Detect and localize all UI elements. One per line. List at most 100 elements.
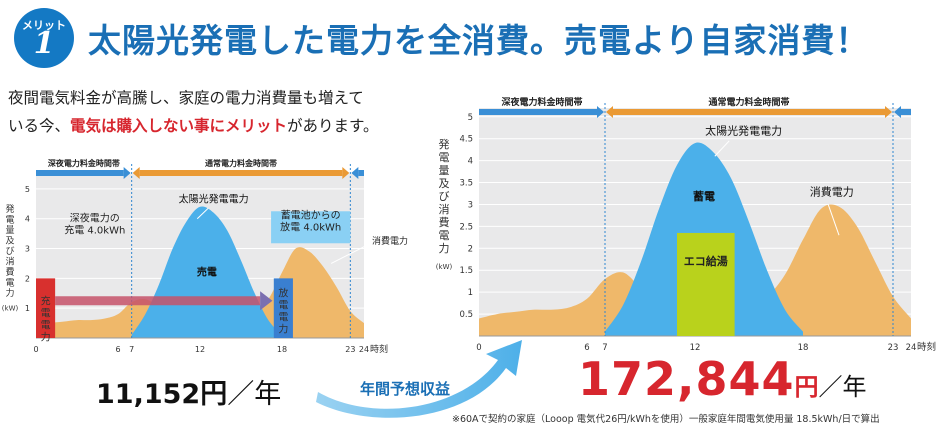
y-axis-unit: (kW) [436, 263, 453, 271]
day-band-bar [139, 170, 343, 176]
y-tick-label: 0.5 [459, 310, 473, 320]
svg-text:力: 力 [41, 330, 51, 343]
transfer-arrow-bar [55, 296, 261, 306]
x-tick-label: 12 [690, 343, 701, 353]
x-tick-label: 18 [798, 343, 809, 353]
discharge-text: 蓄電池からの [281, 209, 341, 222]
y-tick-label: 1.5 [459, 266, 473, 276]
x-tick-label: 6 [584, 343, 589, 353]
current-price-value: 11,152円 [96, 379, 228, 410]
x-tick-label: 0 [33, 345, 38, 354]
svg-text:電: 電 [5, 215, 14, 226]
right-chart: 5 4.5 4 3.5 3 2.5 2 1.5 1 0.5 0 6 7 12 18 23 24 時刻 深夜電力料金時… [436, 96, 936, 353]
x-tick-label: 7 [129, 345, 134, 354]
svg-text:消: 消 [439, 202, 450, 216]
intro-line-1: 夜間電気料金が高騰し、家庭の電力消費量も増えて [8, 89, 364, 107]
x-tick-label: 18 [277, 345, 287, 354]
x-tick-label: 7 [602, 343, 607, 353]
svg-text:量: 量 [439, 164, 450, 177]
x-tick-label: 12 [195, 345, 205, 354]
night-band-bar [36, 170, 124, 176]
intro-line-2-suffix: があります。 [287, 117, 379, 135]
y-tick-label: 5 [25, 185, 30, 194]
y-tick-label: 3.5 [459, 179, 473, 189]
transfer-arrow-head [260, 291, 273, 311]
night-band-bar-2 [358, 170, 364, 176]
intro-text: 夜間電気料金が高騰し、家庭の電力消費量も増えて いる今、電気は購入しない事にメリ… [8, 84, 428, 140]
x-tick-label: 0 [476, 343, 481, 353]
y-tick-label: 3 [25, 245, 30, 254]
y-tick-label: 2.5 [459, 222, 473, 232]
svg-text:発: 発 [5, 203, 14, 215]
svg-text:費: 費 [5, 266, 14, 278]
consumption-label: 消費電力 [810, 185, 854, 199]
badge-number: 1 [33, 26, 55, 61]
charge-text-2: 充電 4.0kWh [64, 224, 125, 237]
discharge-callout [271, 211, 351, 244]
y-tick-label: 5 [468, 113, 473, 123]
day-band-arrowhead-left [606, 106, 613, 118]
y-tick-label: 1 [25, 304, 30, 313]
svg-text:電: 電 [439, 229, 450, 242]
svg-text:及: 及 [439, 177, 450, 190]
day-band-label: 通常電力料金時間帯 [708, 96, 789, 108]
svg-text:費: 費 [439, 215, 450, 229]
svg-text:充: 充 [41, 294, 51, 307]
discharge-text-2: 放電 4.0kWh [280, 221, 341, 234]
intro-line-2: いる今、電気は購入しない事にメリットがあります。 [8, 112, 428, 140]
night-band-arrowhead [123, 167, 131, 179]
day-band-bar [613, 109, 885, 115]
annual-revenue-label: 年間予想収益 [360, 380, 451, 398]
projected-price: 172,844円／年 [578, 352, 867, 406]
night-band-bar-2 [901, 109, 911, 115]
y-tick-label: 4 [468, 157, 473, 167]
day-band-label: 通常電力料金時間帯 [205, 158, 277, 168]
x-tick-label: 23 [345, 345, 355, 354]
svg-text:放: 放 [278, 286, 288, 299]
night-band-bar [479, 109, 597, 115]
day-band-arrowhead-right [342, 167, 350, 179]
day-band-arrowhead-left [132, 167, 140, 179]
y-tick-label: 4 [25, 215, 30, 224]
consumption-label: 消費電力 [372, 235, 408, 247]
consumption-leader [330, 242, 373, 264]
svg-text:消: 消 [5, 256, 14, 268]
x-tick-label: 23 [888, 343, 899, 353]
svg-text:及: 及 [5, 236, 14, 247]
consumption-area [479, 204, 911, 336]
svg-text:力: 力 [439, 242, 450, 255]
footnote: ※60Aで契約の家庭（Looop 電気代26円/kWhを使用）一般家庭年間電気使… [452, 414, 880, 425]
x-tick-label: 24 [359, 345, 369, 354]
night-band-arrowhead [597, 106, 604, 118]
svg-text:電: 電 [278, 311, 288, 323]
svg-text:量: 量 [5, 225, 14, 236]
solar-leader [196, 207, 209, 220]
curved-arrow-icon [316, 340, 522, 418]
night-band-arrowhead-2 [351, 167, 359, 179]
solar-label: 太陽光発電電力 [705, 123, 782, 137]
y-tick-label: 3 [468, 200, 473, 210]
intro-line-2-prefix: いる今、 [8, 117, 71, 135]
svg-text:発: 発 [439, 137, 450, 151]
eco-hot-water-block [677, 232, 735, 336]
current-price-per: ／年 [227, 379, 282, 410]
y-axis-unit: (kW) [2, 305, 19, 313]
y-tick-label: 2 [468, 244, 473, 254]
badge-label: メリット [22, 19, 66, 32]
day-band-arrowhead-right [885, 106, 892, 118]
y-tick-label: 1 [468, 288, 473, 298]
x-tick-label: 6 [115, 345, 120, 354]
svg-text:び: び [439, 190, 450, 203]
night-band-label: 深夜電力料金時間帯 [48, 158, 120, 168]
svg-text:電: 電 [41, 319, 51, 331]
eco-label: エコ給湯 [684, 254, 728, 268]
svg-text:電: 電 [278, 299, 288, 311]
svg-text:電: 電 [5, 278, 14, 289]
page-title: 太陽光発電した電力を全消費。売電より自家消費！ [88, 21, 870, 60]
consumption-leader [827, 204, 840, 236]
y-tick-label: 4.5 [459, 135, 473, 145]
